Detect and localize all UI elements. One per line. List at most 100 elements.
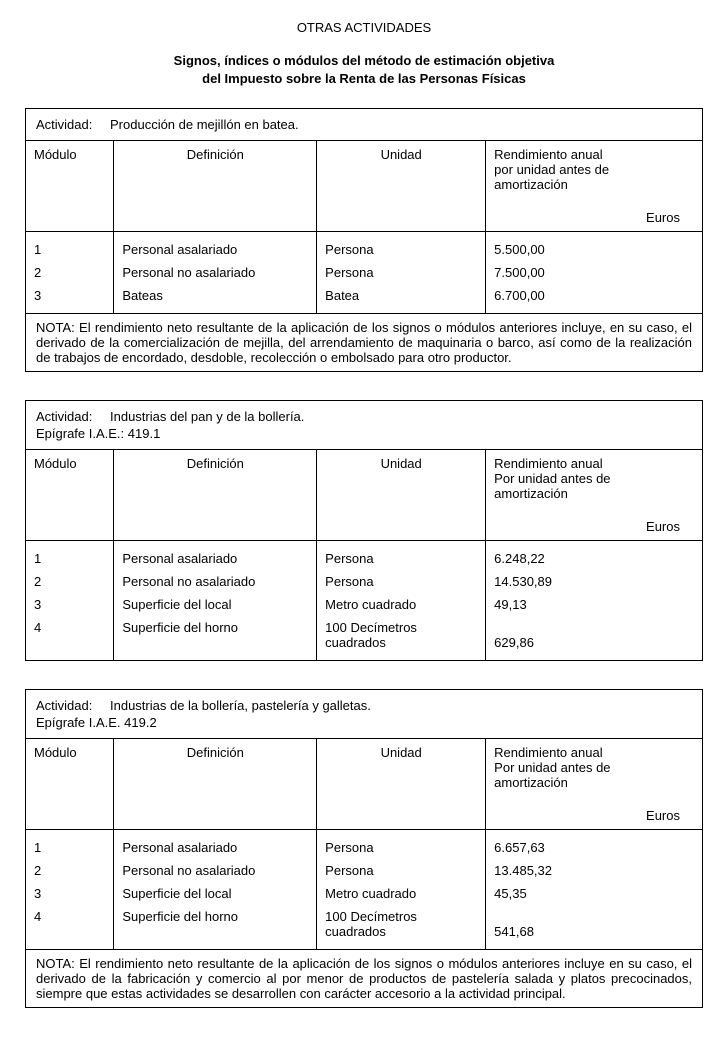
cell-def: Personal no asalariado xyxy=(114,859,317,882)
rend-line2: Por unidad antes de xyxy=(494,760,694,775)
rend-line3: amortización xyxy=(494,486,694,501)
col-head-unidad: Unidad xyxy=(317,141,486,232)
nota-label: NOTA: xyxy=(36,956,75,971)
cell-def: Bateas xyxy=(114,284,317,313)
col-head-rendimiento: Rendimiento anual Por unidad antes de am… xyxy=(486,739,702,830)
activity-header: Actividad: Industrias de la bollería, pa… xyxy=(26,690,702,739)
cell-unidad: Metro cuadrado xyxy=(317,593,486,616)
cell-modulo: 4 xyxy=(26,905,114,949)
nota-block: NOTA: El rendimiento neto resultante de … xyxy=(26,313,702,371)
cell-unidad: 100 Decímetros cuadrados xyxy=(317,616,486,660)
cell-valor: 45,35 xyxy=(486,882,702,905)
rend-line1: Rendimiento anual xyxy=(494,147,694,162)
activity-header: Actividad: Producción de mejillón en bat… xyxy=(26,109,702,141)
cell-unidad: Persona xyxy=(317,830,486,860)
cell-valor: 7.500,00 xyxy=(486,261,702,284)
col-head-definicion: Definición xyxy=(114,450,317,541)
activity-block-3: Actividad: Industrias de la bollería, pa… xyxy=(25,689,703,1008)
cell-modulo: 3 xyxy=(26,284,114,313)
page-subtitle-2: del Impuesto sobre la Renta de las Perso… xyxy=(25,71,703,86)
cell-unidad: Metro cuadrado xyxy=(317,882,486,905)
col-head-definicion: Definición xyxy=(114,141,317,232)
cell-unidad: Persona xyxy=(317,541,486,571)
cell-valor: 13.485,32 xyxy=(486,859,702,882)
nota-text: El rendimiento neto resultante de la apl… xyxy=(36,956,692,1001)
cell-unidad: Persona xyxy=(317,570,486,593)
module-table: Módulo Definición Unidad Rendimiento anu… xyxy=(26,450,702,660)
table-row: 2 Personal no asalariado Persona 7.500,0… xyxy=(26,261,702,284)
epigrafe: Epígrafe I.A.E.: 419.1 xyxy=(36,426,692,441)
activity-label: Actividad: xyxy=(36,117,92,132)
cell-valor: 629,86 xyxy=(486,616,702,660)
table-row: 1 Personal asalariado Persona 5.500,00 xyxy=(26,232,702,262)
cell-valor: 6.248,22 xyxy=(486,541,702,571)
cell-def: Personal asalariado xyxy=(114,830,317,860)
cell-valor: 6.657,63 xyxy=(486,830,702,860)
table-row: 2 Personal no asalariado Persona 14.530,… xyxy=(26,570,702,593)
cell-modulo: 2 xyxy=(26,570,114,593)
cell-valor: 6.700,00 xyxy=(486,284,702,313)
cell-modulo: 1 xyxy=(26,541,114,571)
nota-block: NOTA: El rendimiento neto resultante de … xyxy=(26,949,702,1007)
nota-label: NOTA: xyxy=(36,320,75,335)
cell-def: Superficie del horno xyxy=(114,905,317,949)
cell-unidad: Persona xyxy=(317,232,486,262)
table-row: 1 Personal asalariado Persona 6.657,63 xyxy=(26,830,702,860)
col-head-rendimiento: Rendimiento anual por unidad antes de am… xyxy=(486,141,702,232)
table-row: 4 Superficie del horno 100 Decímetros cu… xyxy=(26,616,702,660)
rend-line2: Por unidad antes de xyxy=(494,471,694,486)
euros-label: Euros xyxy=(494,808,694,823)
activity-label: Actividad: xyxy=(36,698,92,713)
page-title: OTRAS ACTIVIDADES xyxy=(25,20,703,35)
euros-label: Euros xyxy=(494,210,694,225)
cell-def: Superficie del local xyxy=(114,882,317,905)
col-head-rendimiento: Rendimiento anual Por unidad antes de am… xyxy=(486,450,702,541)
activity-block-2: Actividad: Industrias del pan y de la bo… xyxy=(25,400,703,661)
cell-def: Superficie del horno xyxy=(114,616,317,660)
col-head-unidad: Unidad xyxy=(317,450,486,541)
activity-block-1: Actividad: Producción de mejillón en bat… xyxy=(25,108,703,372)
cell-modulo: 1 xyxy=(26,232,114,262)
activity-name: Industrias del pan y de la bollería. xyxy=(110,409,304,424)
cell-def: Personal no asalariado xyxy=(114,261,317,284)
rend-line2: por unidad antes de xyxy=(494,162,694,177)
cell-valor: 541,68 xyxy=(486,905,702,949)
cell-modulo: 4 xyxy=(26,616,114,660)
cell-unidad: 100 Decímetros cuadrados xyxy=(317,905,486,949)
table-row: 1 Personal asalariado Persona 6.248,22 xyxy=(26,541,702,571)
col-head-modulo: Módulo xyxy=(26,739,114,830)
cell-modulo: 3 xyxy=(26,882,114,905)
col-head-definicion: Definición xyxy=(114,739,317,830)
rend-line3: amortización xyxy=(494,775,694,790)
table-row: 4 Superficie del horno 100 Decímetros cu… xyxy=(26,905,702,949)
table-row: 2 Personal no asalariado Persona 13.485,… xyxy=(26,859,702,882)
module-table: Módulo Definición Unidad Rendimiento anu… xyxy=(26,739,702,949)
cell-def: Superficie del local xyxy=(114,593,317,616)
rend-line3: amortización xyxy=(494,177,694,192)
cell-unidad: Persona xyxy=(317,261,486,284)
euros-label: Euros xyxy=(494,519,694,534)
cell-unidad: Persona xyxy=(317,859,486,882)
cell-modulo: 1 xyxy=(26,830,114,860)
nota-text: El rendimiento neto resultante de la apl… xyxy=(36,320,692,365)
table-row: 3 Bateas Batea 6.700,00 xyxy=(26,284,702,313)
table-row: 3 Superficie del local Metro cuadrado 49… xyxy=(26,593,702,616)
activity-name: Producción de mejillón en batea. xyxy=(110,117,299,132)
cell-def: Personal no asalariado xyxy=(114,570,317,593)
rend-line1: Rendimiento anual xyxy=(494,456,694,471)
activity-label: Actividad: xyxy=(36,409,92,424)
cell-def: Personal asalariado xyxy=(114,232,317,262)
page-subtitle-1: Signos, índices o módulos del método de … xyxy=(25,53,703,68)
activity-header: Actividad: Industrias del pan y de la bo… xyxy=(26,401,702,450)
table-row: 3 Superficie del local Metro cuadrado 45… xyxy=(26,882,702,905)
col-head-modulo: Módulo xyxy=(26,141,114,232)
cell-modulo: 3 xyxy=(26,593,114,616)
rend-line1: Rendimiento anual xyxy=(494,745,694,760)
cell-valor: 49,13 xyxy=(486,593,702,616)
cell-modulo: 2 xyxy=(26,261,114,284)
cell-modulo: 2 xyxy=(26,859,114,882)
col-head-modulo: Módulo xyxy=(26,450,114,541)
module-table: Módulo Definición Unidad Rendimiento anu… xyxy=(26,141,702,313)
cell-valor: 14.530,89 xyxy=(486,570,702,593)
activity-name: Industrias de la bollería, pastelería y … xyxy=(110,698,371,713)
